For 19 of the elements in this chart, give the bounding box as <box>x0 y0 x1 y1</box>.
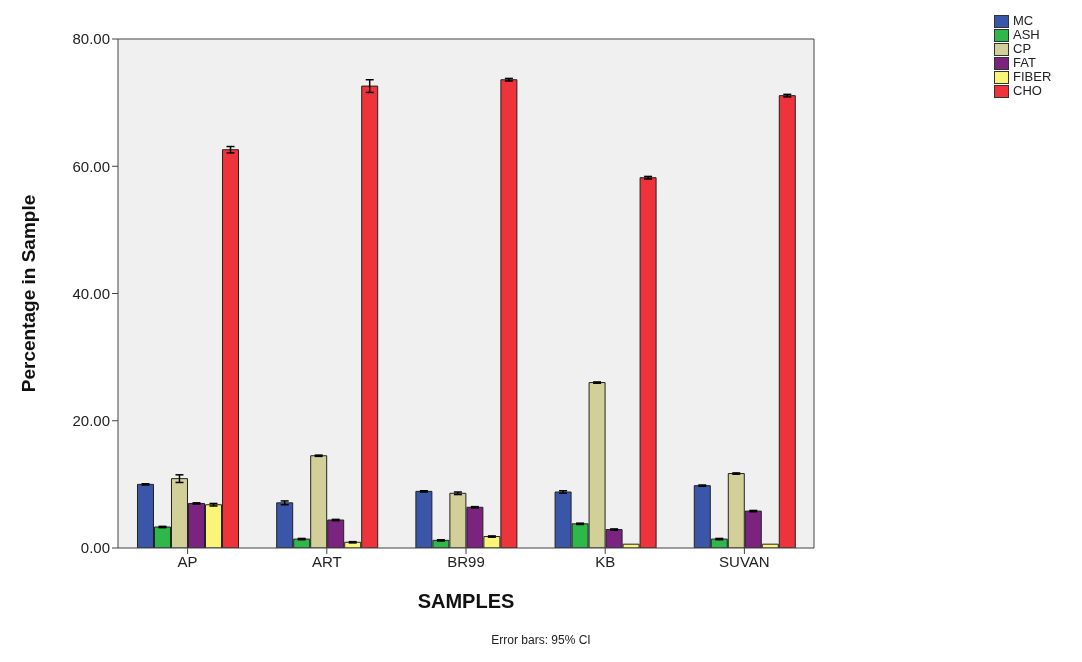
x-tick-label: ART <box>311 552 342 570</box>
x-tick-label: BR99 <box>447 552 485 570</box>
legend-label: MC <box>1013 13 1034 28</box>
legend-label: CP <box>1013 41 1032 56</box>
legend-label: ASH <box>1013 27 1040 42</box>
x-tick-label: AP <box>177 552 198 570</box>
y-tick-label: 0.00 <box>80 539 110 557</box>
legend-label: FIBER <box>1013 69 1052 84</box>
y-axis-title: Percentage in Sample <box>17 194 39 393</box>
y-tick-label: 20.00 <box>72 412 110 430</box>
y-tick-label: 60.00 <box>72 157 110 175</box>
y-tick-label: 40.00 <box>72 284 110 302</box>
legend-label: FAT <box>1013 55 1036 70</box>
text: Error bars: 95% CI <box>490 633 592 647</box>
y-tick-label: 80.00 <box>72 30 110 48</box>
legend-label: CHO <box>1013 83 1042 98</box>
x-axis-title: SAMPLES <box>417 590 515 612</box>
x-tick-label: SUVAN <box>719 552 770 570</box>
x-tick-label: KB <box>595 552 616 570</box>
